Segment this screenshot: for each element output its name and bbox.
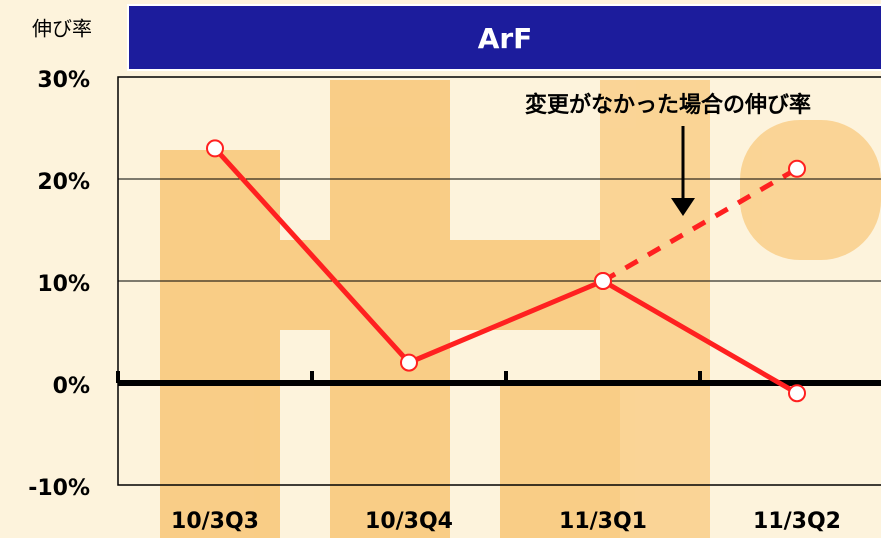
- point: [400, 353, 418, 372]
- chart-title: ArF: [478, 22, 533, 55]
- annotation-arrowhead: [671, 198, 695, 216]
- title-banner: [127, 4, 881, 71]
- x-tick-label: 10/3Q3: [171, 509, 259, 534]
- x-tick-label: 10/3Q4: [365, 509, 453, 534]
- point: [594, 272, 612, 290]
- y-axis-label: 伸び率: [32, 17, 92, 41]
- x-tick-label: 11/3Q1: [559, 509, 647, 534]
- point: [788, 384, 806, 403]
- annotation: 変更がなかった場合の伸び率: [525, 92, 811, 118]
- dashed-line: [601, 166, 799, 284]
- point: [206, 139, 224, 158]
- x-tick-label: 11/3Q2: [753, 509, 841, 534]
- y-tick-label: 20%: [37, 170, 90, 195]
- y-tick-label: -10%: [28, 476, 90, 501]
- y-tick-label: 30%: [37, 68, 90, 93]
- y-tick-label: 10%: [37, 272, 90, 297]
- y-tick-label: 0%: [53, 374, 90, 399]
- line: [213, 146, 799, 396]
- point: [788, 159, 806, 178]
